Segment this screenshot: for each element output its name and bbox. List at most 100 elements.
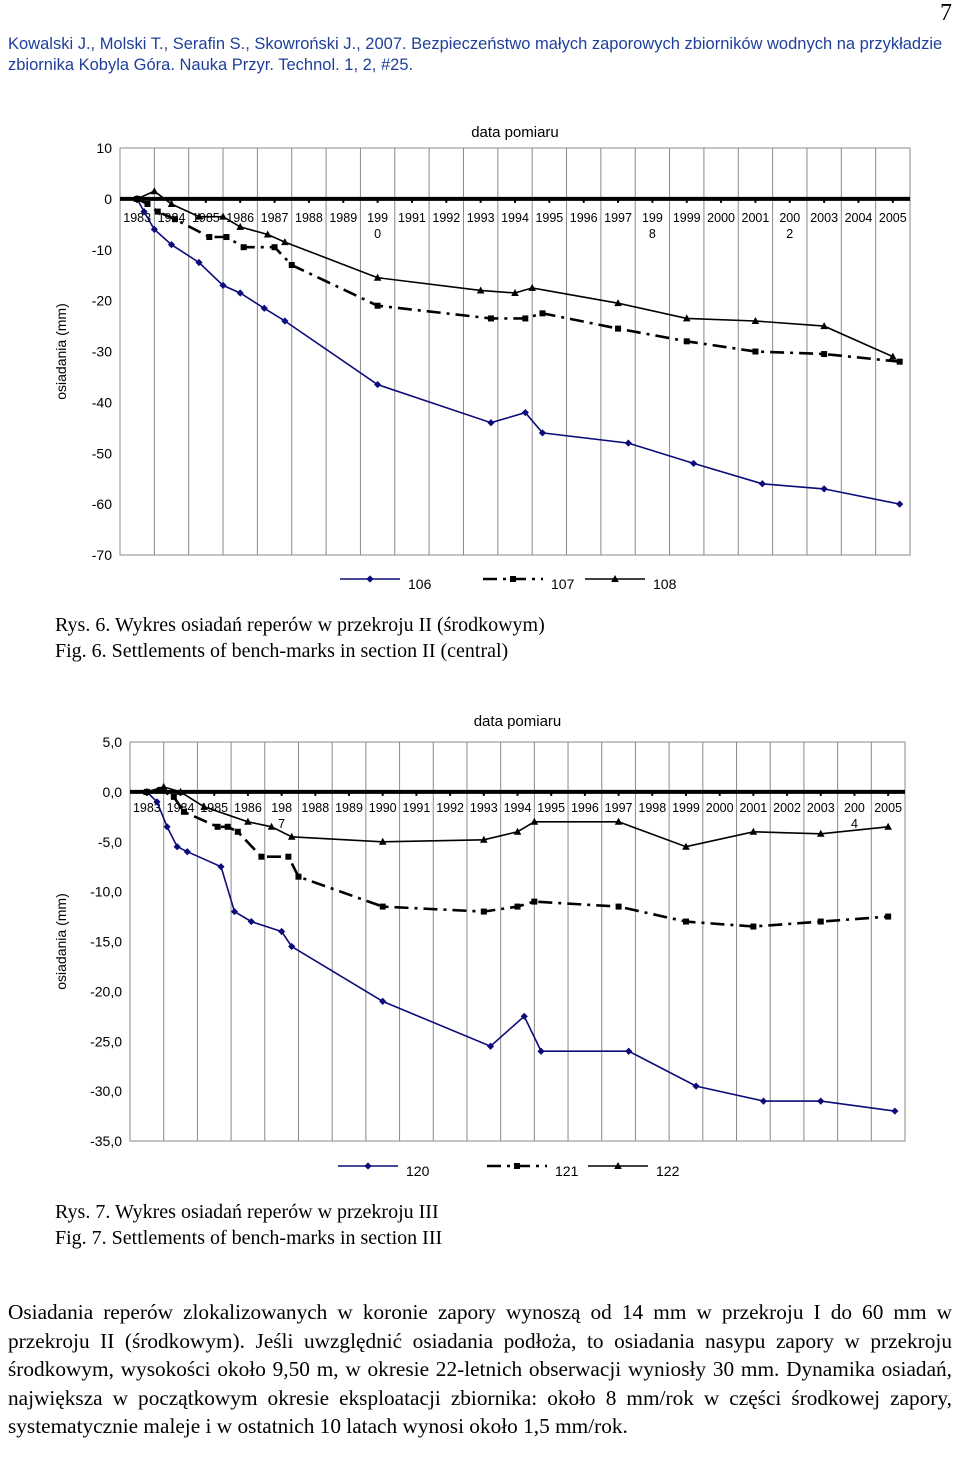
gridlines <box>153 148 877 555</box>
y-tick-label: -60 <box>92 496 112 512</box>
data-point-120 <box>173 843 181 851</box>
data-point-107 <box>144 200 151 207</box>
data-point-122 <box>749 827 758 835</box>
figure2-caption-pl: Rys. 7. Wykres osiadań reperów w przekro… <box>55 1201 439 1223</box>
data-point-107 <box>206 234 213 241</box>
x-tick-label: 1992 <box>436 801 464 815</box>
legend-marker <box>611 575 619 582</box>
legend-marker <box>614 1162 622 1169</box>
data-point-120 <box>230 907 239 916</box>
data-point-122 <box>287 832 296 840</box>
data-point-108 <box>528 283 536 291</box>
legend-marker <box>510 576 516 582</box>
data-point-108 <box>133 194 141 202</box>
data-point-121 <box>531 898 538 905</box>
legend-label: 121 <box>555 1163 579 1179</box>
y-tick-label: -30,0 <box>90 1083 122 1099</box>
plot-area <box>129 741 906 1142</box>
data-point-106 <box>896 500 904 508</box>
data-point-107 <box>154 208 161 215</box>
y-tick-label: -20,0 <box>90 983 122 999</box>
data-point-121 <box>224 823 231 830</box>
x-tick-label: 1991 <box>398 211 426 225</box>
legend-label: 122 <box>656 1163 680 1179</box>
gridlines <box>163 742 872 1141</box>
data-point-120 <box>891 1107 899 1115</box>
data-point-108 <box>889 352 897 360</box>
series-122 <box>143 782 892 850</box>
data-point-120 <box>217 863 225 871</box>
x-tick-label: 1992 <box>432 211 460 225</box>
legend-label: 107 <box>551 576 575 592</box>
citation: Kowalski J., Molski T., Serafin S., Skow… <box>8 35 943 74</box>
legend-label: 106 <box>408 576 432 592</box>
data-point-107 <box>288 262 295 269</box>
x-tick-label: 1983 <box>133 801 161 815</box>
data-point-122 <box>884 822 892 830</box>
x-tick-label: 1997 <box>605 801 633 815</box>
data-point-107 <box>223 234 230 241</box>
series-108 <box>133 187 897 360</box>
y-tick-label: -50 <box>92 445 112 461</box>
x-tick-label: 2000 <box>707 211 735 225</box>
y-tick-label: 10 <box>96 140 112 156</box>
data-point-106 <box>758 480 766 488</box>
data-point-120 <box>163 823 171 831</box>
x-tick-label: 2002 <box>773 801 801 815</box>
data-point-107 <box>522 315 529 322</box>
chart-section-3: data pomiaru osiadania (mm) 5,0 0,0 -5,0 -10,… <box>53 713 906 1179</box>
data-point-122 <box>480 835 488 843</box>
data-point-121 <box>214 823 221 830</box>
legend-entry-106: 106 <box>340 575 432 592</box>
data-point-106 <box>281 317 289 325</box>
series-line-120 <box>146 791 896 1112</box>
figure2-caption-en: Fig. 7. Settlements of bench-marks in se… <box>55 1227 443 1249</box>
data-point-121 <box>170 793 177 800</box>
legend-entry-108: 108 <box>585 575 677 592</box>
data-point-106 <box>150 225 158 233</box>
data-point-120 <box>486 1042 495 1050</box>
x-tick-label: 1994 <box>504 801 532 815</box>
data-point-107 <box>683 338 690 345</box>
data-point-121 <box>295 873 302 880</box>
data-point-120 <box>537 1047 545 1055</box>
legend-label: 120 <box>406 1163 430 1179</box>
data-point-106 <box>624 439 632 447</box>
y-tick-label: -35,0 <box>90 1133 122 1149</box>
x-tick-label: 1991 <box>403 801 431 815</box>
y-tick-label: 0,0 <box>103 784 123 800</box>
data-point-108 <box>281 238 289 246</box>
x-tick-label: 1993 <box>467 211 495 225</box>
data-point-121 <box>817 918 824 925</box>
legend-marker <box>514 1163 520 1169</box>
x-tick-label: 1988 <box>301 801 329 815</box>
data-point-122 <box>176 787 185 795</box>
data-point-107 <box>374 302 381 309</box>
data-point-121 <box>258 853 265 860</box>
x-tick-label: 1989 <box>329 211 357 225</box>
data-point-120 <box>759 1097 768 1105</box>
x-tick-label: 2003 <box>810 211 838 225</box>
data-point-121 <box>514 903 521 910</box>
data-point-108 <box>682 314 691 322</box>
data-point-120 <box>625 1047 633 1055</box>
y-axis-label: osiadania (mm) <box>53 303 69 399</box>
x-tick-label: 1997 <box>604 211 632 225</box>
data-point-107 <box>539 310 546 317</box>
data-point-121 <box>750 923 757 930</box>
x-tick-label: 1985 <box>200 801 228 815</box>
data-point-107 <box>615 325 622 332</box>
x-tick-label: 1988 <box>295 211 323 225</box>
figure1-caption-pl: Rys. 6. Wykres osiadań reperów w przekro… <box>55 614 545 636</box>
series-107 <box>134 195 903 365</box>
x-tick-label: 1990 <box>369 801 397 815</box>
data-point-121 <box>379 903 386 910</box>
x-tick-label: 1996 <box>570 211 598 225</box>
x-tick-label: 1993 <box>470 801 498 815</box>
x-tick-label: 1994 <box>501 211 529 225</box>
data-point-120 <box>817 1097 825 1105</box>
data-point-108 <box>236 222 245 230</box>
data-point-107 <box>896 358 903 365</box>
data-point-122 <box>513 827 522 835</box>
